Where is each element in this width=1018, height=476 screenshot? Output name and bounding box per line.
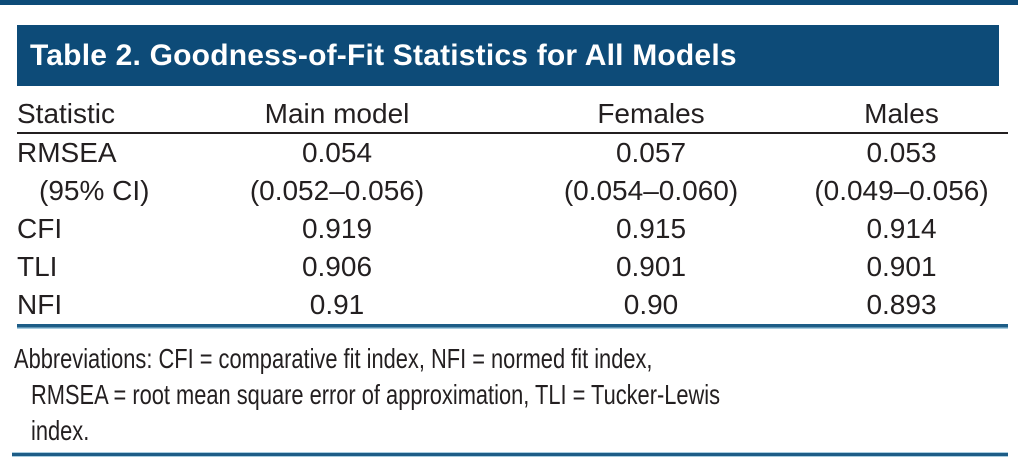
header-row: Statistic Main model Females Males [17, 96, 1008, 134]
cell: (0.052–0.056) [249, 175, 425, 206]
column-header-females: Females [507, 96, 795, 134]
table-row-rmsea: RMSEA 0.054 0.057 0.053 [17, 133, 1008, 172]
table-title-bar: Table 2. Goodness-of-Fit Statistics for … [17, 25, 999, 86]
row-label: CFI [17, 213, 63, 244]
stats-table: Statistic Main model Females Males RMSEA… [17, 96, 1008, 324]
cell: 0.893 [866, 289, 937, 320]
column-header-main-model: Main model [167, 96, 507, 134]
row-label: RMSEA [17, 137, 117, 168]
row-label: (95% CI) [39, 175, 150, 206]
top-border-rule [0, 0, 1018, 5]
abbreviations-footnote: Abbreviations: CFI = comparative fit ind… [14, 341, 1014, 449]
cell: 0.90 [623, 289, 679, 320]
cell: (0.049–0.056) [814, 175, 989, 206]
cell: 0.906 [301, 251, 373, 282]
cell: 0.054 [301, 137, 373, 168]
table-bottom-rule [17, 324, 1008, 329]
cell: 0.057 [615, 137, 687, 168]
table-row-tli: TLI 0.906 0.901 0.901 [17, 248, 1008, 286]
row-label: TLI [17, 251, 58, 282]
footnote-line: Abbreviations: CFI = comparative fit ind… [14, 343, 653, 374]
column-header-males: Males [795, 96, 1008, 134]
cell: 0.053 [866, 137, 937, 168]
table-row-nfi: NFI 0.91 0.90 0.893 [17, 286, 1008, 324]
column-header-statistic: Statistic [17, 96, 167, 134]
cell: 0.91 [309, 289, 365, 320]
stats-table-container: Statistic Main model Females Males RMSEA… [17, 96, 1008, 329]
bottom-border-rule [12, 452, 1008, 457]
cell: (0.054–0.060) [563, 175, 739, 206]
cell: 0.901 [615, 251, 687, 282]
table-row-cfi: CFI 0.919 0.915 0.914 [17, 210, 1008, 248]
cell: 0.901 [866, 251, 937, 282]
footnote-line: RMSEA = root mean square error of approx… [31, 379, 721, 410]
cell: 0.919 [301, 213, 373, 244]
cell: 0.914 [866, 213, 937, 244]
row-label: NFI [17, 289, 63, 320]
table-row-ci: (95% CI) (0.052–0.056) (0.054–0.060) (0.… [17, 172, 1008, 210]
table-title: Table 2. Goodness-of-Fit Statistics for … [30, 38, 737, 72]
cell: 0.915 [615, 213, 687, 244]
footnote-line: index. [31, 415, 90, 446]
